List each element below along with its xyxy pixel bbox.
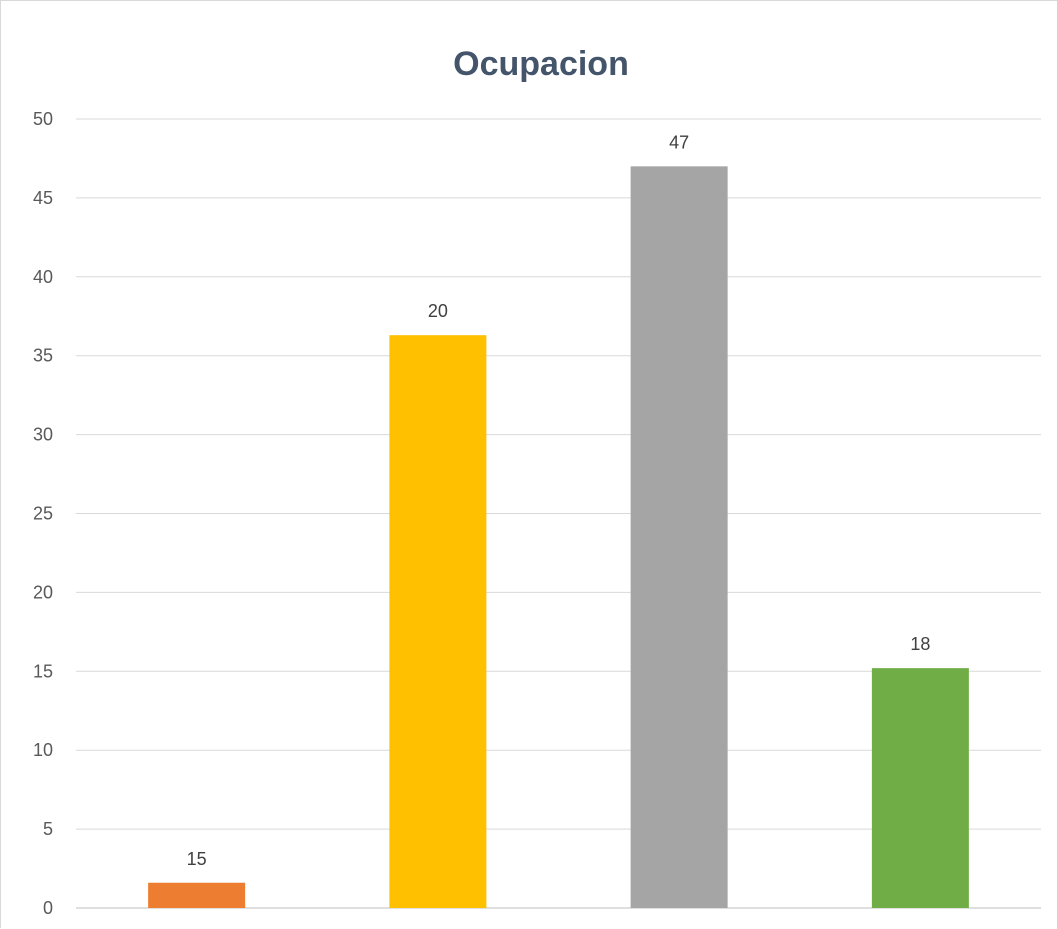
y-axis-ticks: 0 5 10 15 20 25 30 35 40 45 50: [33, 109, 53, 918]
y-tick-label: 15: [33, 661, 53, 681]
y-tick-label: 20: [33, 582, 53, 602]
y-tick-label: 0: [43, 898, 53, 918]
data-labels: 15 20 47 18: [187, 132, 931, 868]
bar: [630, 166, 728, 909]
y-tick-label: 25: [33, 504, 53, 524]
y-tick-label: 40: [33, 267, 53, 287]
bar: [148, 882, 246, 908]
bars: [148, 166, 969, 909]
y-tick-label: 10: [33, 740, 53, 760]
y-tick-label: 35: [33, 346, 53, 366]
gridlines: [76, 118, 1041, 909]
data-label: 20: [428, 301, 448, 321]
y-tick-label: 5: [43, 819, 53, 839]
data-label: 18: [910, 634, 930, 654]
y-tick-label: 50: [33, 109, 53, 129]
bar: [871, 668, 969, 908]
y-tick-label: 45: [33, 188, 53, 208]
bar: [389, 335, 487, 908]
y-tick-label: 30: [33, 425, 53, 445]
data-label: 15: [187, 849, 207, 869]
data-label: 47: [669, 132, 689, 152]
chart-title: Ocupacion: [453, 45, 629, 83]
